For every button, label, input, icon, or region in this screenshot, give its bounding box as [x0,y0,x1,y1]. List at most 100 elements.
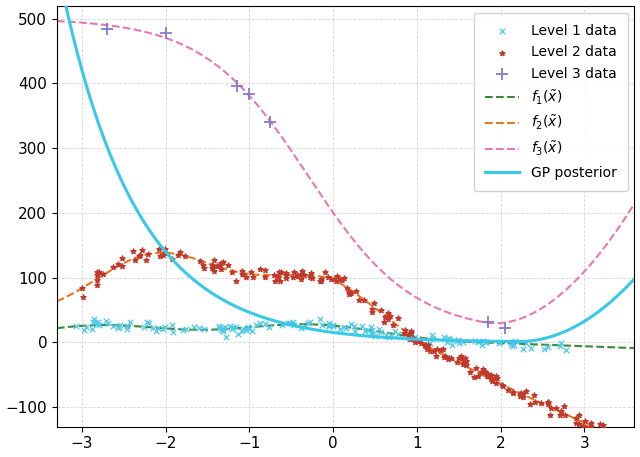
Level 2 data [420,343,431,350]
Level 1 data [346,321,356,328]
$f_3(\tilde{x})$ [248,96,255,101]
Level 1 data [444,335,454,342]
Level 2 data [400,326,410,333]
Level 1 data [255,320,265,327]
Level 1 data [328,323,339,330]
Level 1 data [241,326,252,333]
Level 1 data [113,324,123,332]
Level 1 data [87,325,97,332]
Level 1 data [494,339,504,346]
Line: $f_3(\tilde{x})$: $f_3(\tilde{x})$ [57,21,634,323]
Level 1 data [428,334,438,341]
$f_2(\tilde{x})$ [357,294,365,300]
Level 2 data [238,270,248,277]
Level 1 data [305,319,316,326]
Level 2 data [198,261,208,269]
Level 2 data [444,356,454,363]
Level 2 data [490,374,500,382]
Level 1 data [108,322,118,329]
Level 1 data [218,327,228,335]
Level 2 data [543,400,553,408]
Level 1 data [88,315,99,323]
Level 2 data [572,420,582,427]
Level 2 data [405,335,415,342]
Level 2 data [456,352,466,360]
Level 2 data [214,261,225,269]
Level 2 data [551,404,561,411]
$f_2(\tilde{x})$ [369,304,377,309]
Level 2 data [497,381,507,388]
Level 2 data [332,272,342,280]
Level 1 data [360,327,371,335]
Level 2 data [230,278,241,285]
Level 2 data [573,420,584,428]
Level 1 data [324,321,334,328]
Level 1 data [555,342,565,350]
Level 2 data [592,431,602,438]
Level 2 data [461,357,471,364]
Level 1 data [376,328,387,335]
$f_3(\tilde{x})$ [356,245,364,251]
Level 2 data [413,338,424,345]
Level 2 data [432,345,442,352]
Level 2 data [175,248,185,255]
Level 2 data [216,265,227,272]
Level 1 data [507,342,517,350]
Level 2 data [438,345,448,352]
Level 2 data [423,341,433,349]
Level 2 data [276,268,286,275]
Level 1 data [289,321,299,329]
Level 1 data [543,344,554,351]
Level 2 data [134,251,145,259]
Level 2 data [574,412,584,419]
Level 1 data [70,322,81,329]
Level 1 data [442,338,452,345]
GP posterior [356,333,364,338]
Level 1 data [276,322,287,329]
GP posterior [130,202,138,207]
Level 1 data [317,321,327,328]
Level 2 data [595,420,605,428]
Level 1 data [380,331,390,339]
Level 1 data [452,337,463,344]
Level 2 data [173,252,183,259]
Level 3 data [483,318,493,325]
Level 1 data [93,321,104,329]
$f_1(\tilde{x})$ [369,328,377,333]
Level 1 data [521,339,531,346]
Level 2 data [307,275,317,282]
Level 2 data [346,289,356,297]
Level 2 data [429,348,440,355]
Level 2 data [529,398,540,405]
$f_3(\tilde{x})$ [492,320,499,326]
Level 1 data [444,335,454,342]
Level 1 data [509,342,519,349]
Level 2 data [117,262,127,269]
Level 2 data [492,379,502,387]
Level 2 data [296,268,307,275]
Level 1 data [102,320,113,327]
Level 1 data [237,327,247,335]
Level 1 data [454,339,464,346]
Level 1 data [189,323,199,330]
$f_1(\tilde{x})$ [130,324,138,329]
Level 2 data [260,267,270,274]
Level 2 data [180,252,190,260]
Level 1 data [368,330,378,337]
Level 2 data [380,318,390,325]
Level 2 data [293,272,303,280]
Level 1 data [220,323,230,330]
Level 2 data [383,316,393,323]
Level 2 data [92,276,102,283]
$f_3(\tilde{x})$ [630,201,638,206]
$f_2(\tilde{x})$ [248,271,256,277]
Level 2 data [420,342,430,349]
Level 1 data [230,323,241,330]
Level 1 data [122,325,132,333]
Level 1 data [525,344,536,351]
Level 2 data [479,368,490,376]
$f_3(\tilde{x})$ [303,172,311,177]
Level 2 data [306,269,316,276]
Level 1 data [426,332,436,339]
Level 1 data [125,319,136,326]
